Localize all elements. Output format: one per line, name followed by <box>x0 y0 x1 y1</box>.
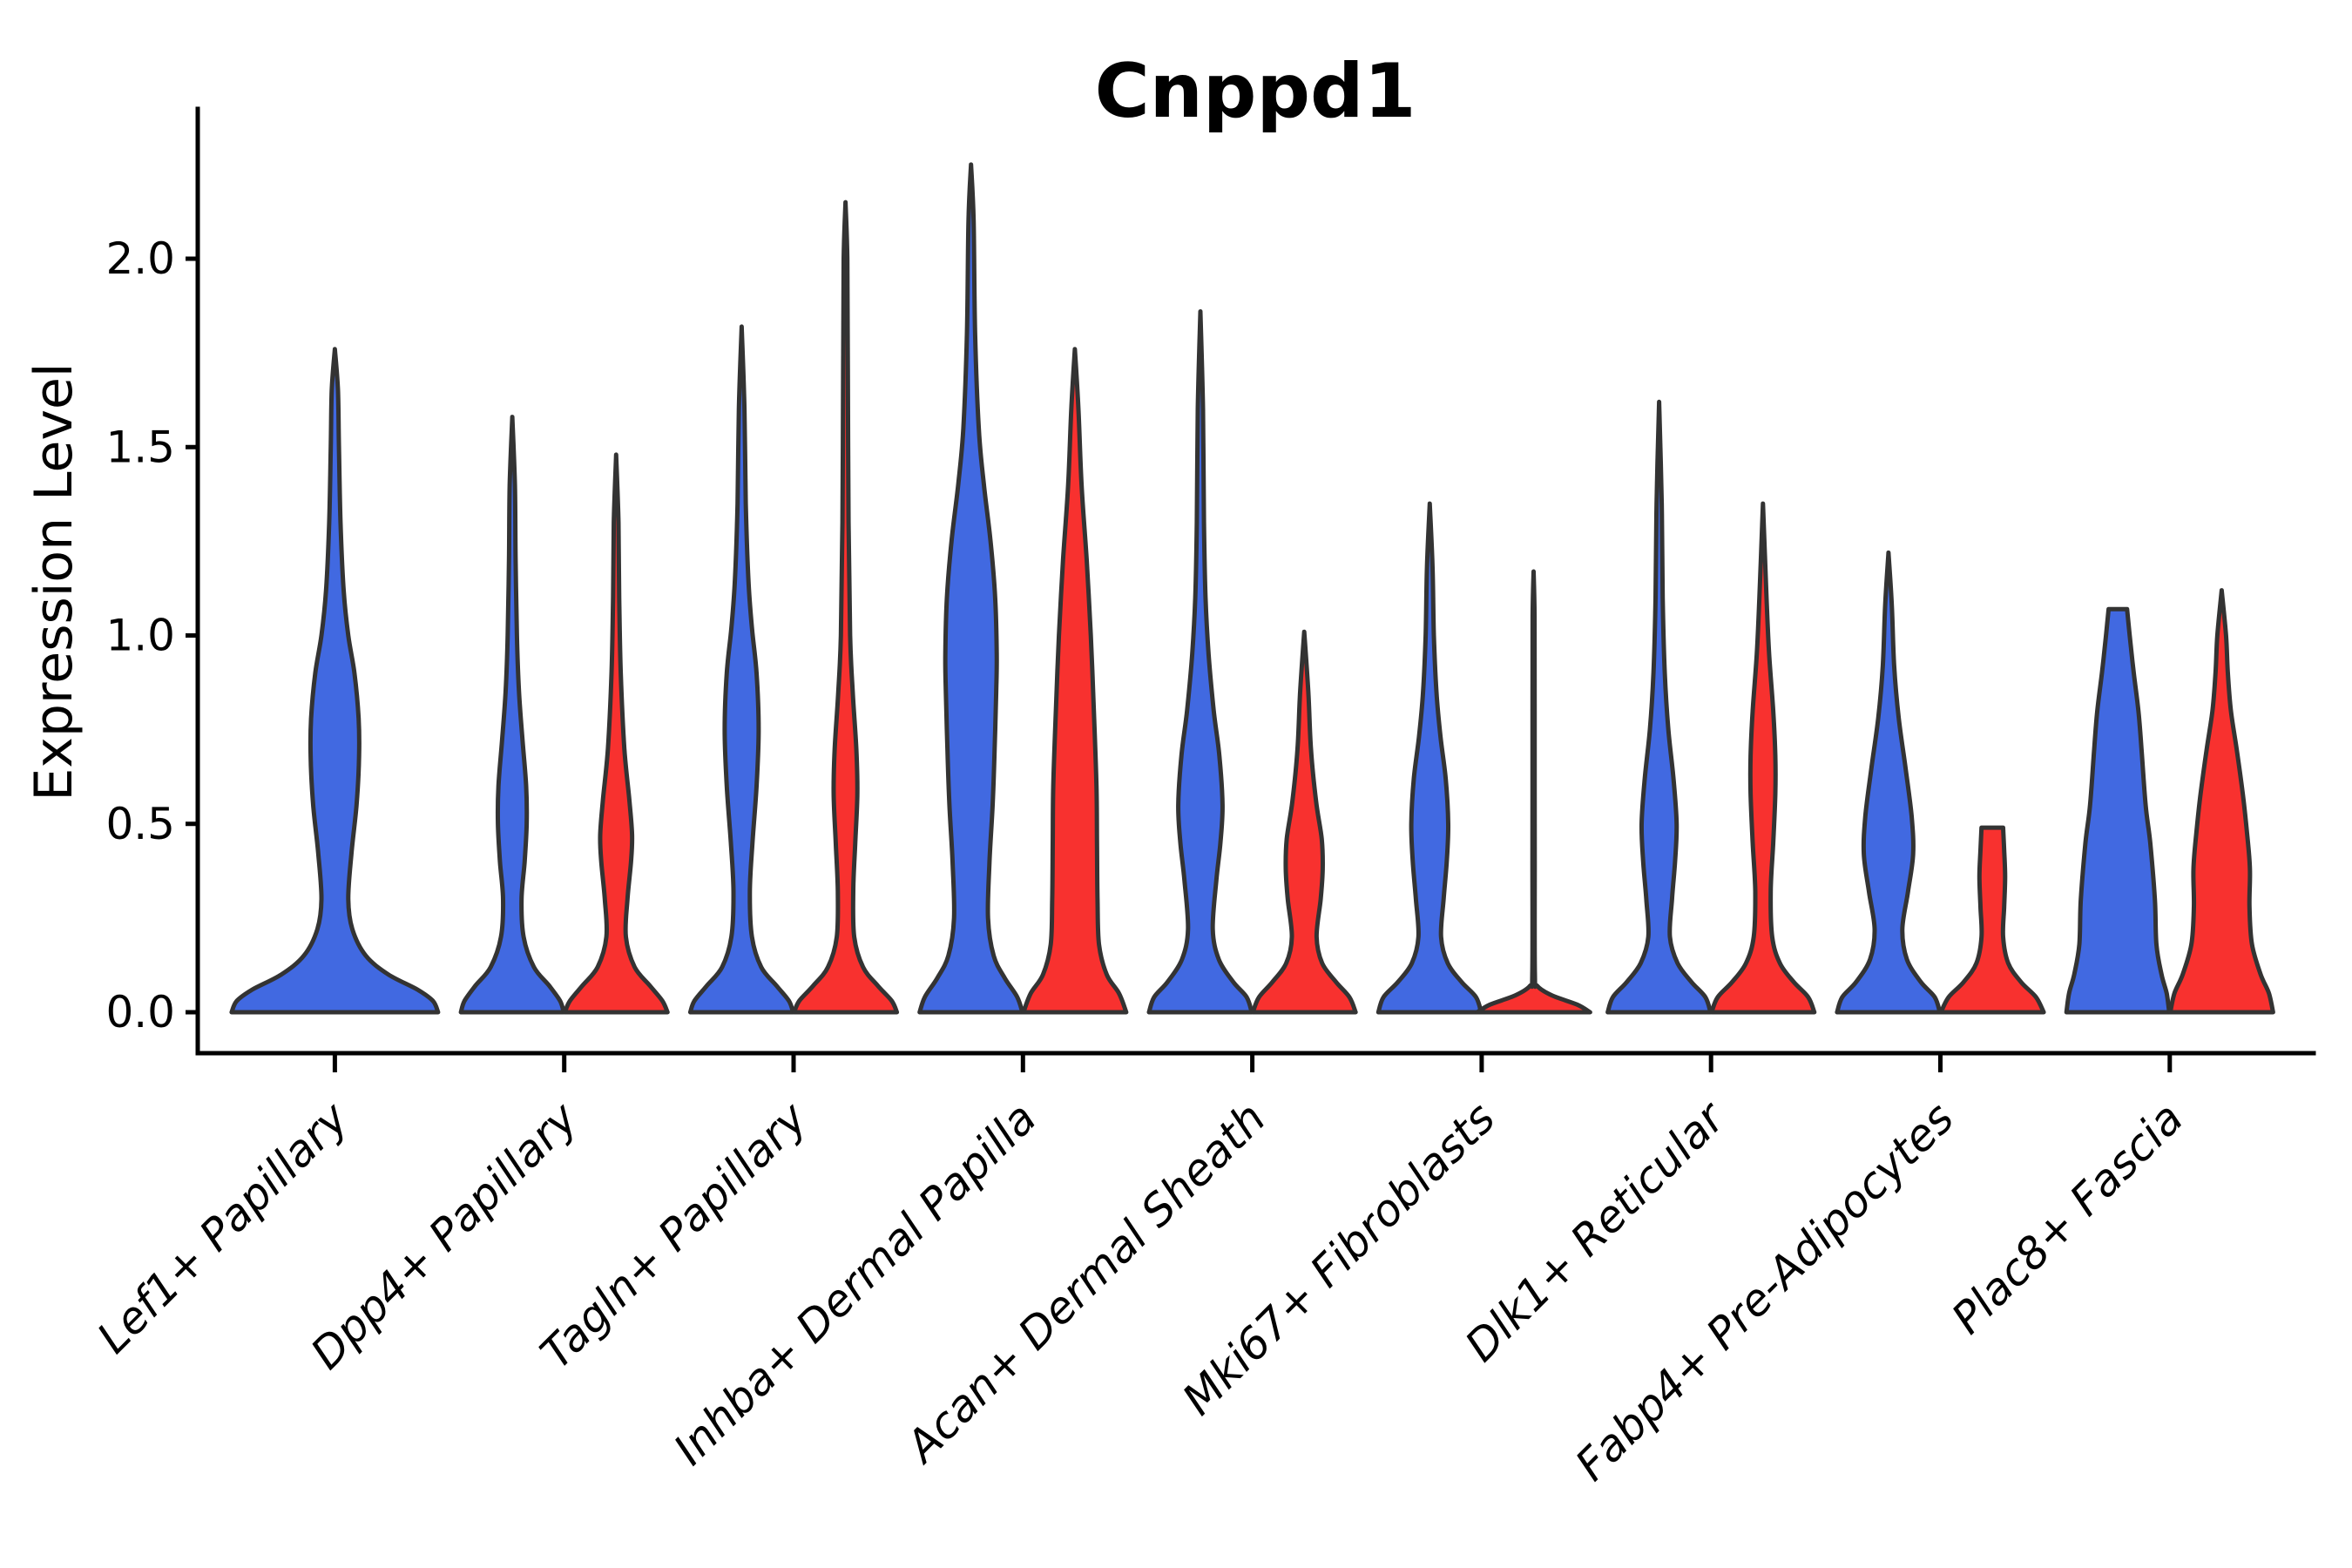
violin-fabp4-pre-adipocytes-red <box>1938 825 2046 1015</box>
violin-dpp4-papillary-red <box>562 452 670 1015</box>
x-tick-label-plac8-fascia: Plac8+ Fascia <box>1942 1092 2193 1343</box>
x-tick-label-acan-dermal-sheath: Acan+ Dermal Sheath <box>895 1092 1275 1473</box>
y-tick-label: 0.5 <box>105 799 175 849</box>
violin-acan-dermal-sheath-blue <box>1146 309 1254 1015</box>
violin-lef1-papillary-blue <box>229 347 441 1015</box>
x-tick-label-lef1-papillary: Lef1+ Papillary <box>88 1092 359 1362</box>
y-tick-label: 0.0 <box>105 987 175 1037</box>
violin-dlk1-reticular-blue <box>1605 399 1713 1015</box>
violin-acan-dermal-sheath-red <box>1250 629 1358 1015</box>
x-tick-label-fabp4-pre-adipocytes: Fabp4+ Pre-Adipocytes <box>1565 1092 1963 1490</box>
x-tick-label-inhba-dermal-papilla: Inhba+ Dermal Papilla <box>664 1092 1045 1474</box>
chart-title: Cnppd1 <box>1095 48 1416 135</box>
y-tick-label: 2.0 <box>105 233 175 284</box>
violin-tagln-papillary-red <box>792 199 900 1015</box>
violin-plac8-fascia-blue <box>2064 606 2172 1015</box>
violin-plac8-fascia-red <box>2167 588 2275 1015</box>
violin-fabp4-pre-adipocytes-blue <box>1835 550 1943 1015</box>
violin-dlk1-reticular-red <box>1709 501 1817 1015</box>
violin-tagln-papillary-blue <box>687 324 795 1015</box>
violin-mki67-fibroblasts-red <box>1475 569 1592 1015</box>
violin-group <box>229 162 2275 1015</box>
violin-inhba-dermal-papilla-blue <box>917 162 1025 1015</box>
violin-mki67-fibroblasts-blue <box>1375 501 1484 1015</box>
violin-dpp4-papillary-blue <box>458 415 566 1015</box>
y-axis-label: Expression Level <box>24 362 84 801</box>
violin-inhba-dermal-papilla-red <box>1021 347 1129 1015</box>
y-tick-label: 1.5 <box>105 422 175 472</box>
y-tick-group: 0.0 0.5 1.0 1.5 2.0 <box>105 233 198 1037</box>
y-tick-label: 1.0 <box>105 611 175 661</box>
